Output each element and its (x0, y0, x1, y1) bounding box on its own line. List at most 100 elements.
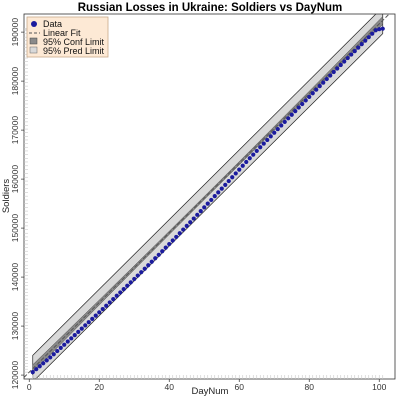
data-point (247, 156, 252, 161)
data-point (359, 42, 364, 47)
data-point (209, 197, 214, 203)
fit-line-layer (24, 14, 390, 378)
data-point (121, 286, 126, 292)
data-point (97, 310, 102, 315)
legend-conf-swatch (29, 37, 38, 45)
data-point (174, 234, 179, 240)
rug-layer (24, 28, 384, 379)
data-point (51, 352, 56, 357)
data-point (233, 171, 238, 176)
data-point (62, 342, 67, 347)
ticks-layer: 0 20 40 60 80 100 120000 130000 140000 150000 1600… (10, 18, 387, 392)
data-point (258, 145, 263, 150)
data-point (195, 212, 200, 217)
data-point (321, 80, 326, 85)
data-point (198, 209, 203, 214)
data-point (48, 355, 53, 360)
legend: Data Linear Fit 95% Conf Limit 95% Pred … (26, 16, 109, 58)
data-point (90, 316, 95, 321)
legend-label-pred: 95% Pred Limit (43, 46, 105, 56)
data-point (79, 326, 84, 331)
chart-title: Russian Losses in Ukraine: Soldiers vs D… (78, 2, 343, 14)
x-tick-label: 20 (95, 382, 105, 392)
data-point (216, 190, 221, 195)
data-point (296, 105, 301, 110)
data-point (100, 306, 105, 312)
y-tick-label: 160000 (10, 165, 20, 194)
data-point (261, 141, 266, 146)
data-point (188, 220, 193, 225)
data-point (240, 163, 245, 168)
data-point (167, 241, 172, 247)
data-point (338, 62, 343, 68)
data-point (230, 175, 235, 180)
data-point (149, 259, 154, 264)
x-tick-label: 0 (27, 382, 32, 392)
y-tick-label: 150000 (10, 214, 20, 243)
data-point (272, 130, 277, 135)
data-point (37, 364, 42, 369)
data-point (205, 201, 210, 206)
data-point (293, 109, 298, 114)
data-point (331, 69, 336, 75)
data-point (139, 270, 144, 275)
data-point (30, 370, 35, 375)
data-point (342, 59, 347, 64)
data-point (69, 336, 74, 341)
data-point (58, 345, 63, 350)
data-point (118, 290, 123, 295)
data-point (142, 266, 147, 271)
data-point (352, 48, 357, 54)
data-point (163, 245, 168, 250)
data-point (366, 35, 371, 40)
data-point (41, 361, 46, 366)
data-point (289, 112, 294, 117)
data-point (349, 52, 354, 57)
legend-pred-swatch (29, 46, 38, 54)
y-tick-label: 140000 (10, 263, 20, 292)
data-point (314, 87, 319, 92)
x-tick-label: 100 (372, 382, 386, 392)
data-point (156, 252, 161, 257)
y-tick-label: 170000 (10, 116, 20, 145)
legend-box (26, 16, 109, 58)
data-point (307, 94, 312, 99)
x-tick-label: 60 (235, 382, 245, 392)
data-points-layer (30, 26, 385, 375)
linear-fit-line (24, 14, 390, 378)
data-point (363, 38, 368, 43)
data-point (72, 333, 77, 338)
legend-data-marker (31, 21, 37, 27)
data-point (170, 238, 175, 243)
data-point (146, 263, 151, 268)
data-point (128, 280, 133, 285)
data-point (111, 296, 116, 302)
data-point (328, 73, 333, 78)
data-point (65, 339, 70, 344)
data-point (373, 28, 378, 33)
data-point (219, 186, 224, 191)
y-tick-label: 190000 (10, 18, 20, 47)
data-point (34, 367, 39, 372)
data-point (44, 358, 49, 363)
legend-label-conf: 95% Conf Limit (43, 37, 105, 47)
data-point (377, 27, 382, 32)
data-point (177, 231, 182, 236)
x-tick-label: 40 (165, 382, 175, 392)
data-point (191, 216, 196, 221)
data-point (55, 348, 60, 354)
y-tick-label: 130000 (10, 312, 20, 341)
x-axis-label: DayNum (192, 386, 229, 397)
data-point (76, 329, 81, 334)
data-point (135, 273, 140, 278)
data-point (370, 31, 375, 36)
data-point (265, 137, 270, 143)
data-point (181, 227, 186, 232)
y-tick-label: 120000 (10, 361, 20, 390)
legend-label-data: Data (43, 19, 62, 29)
data-point (223, 182, 228, 187)
data-point (251, 152, 256, 157)
data-point (244, 159, 249, 165)
data-point (310, 91, 315, 96)
